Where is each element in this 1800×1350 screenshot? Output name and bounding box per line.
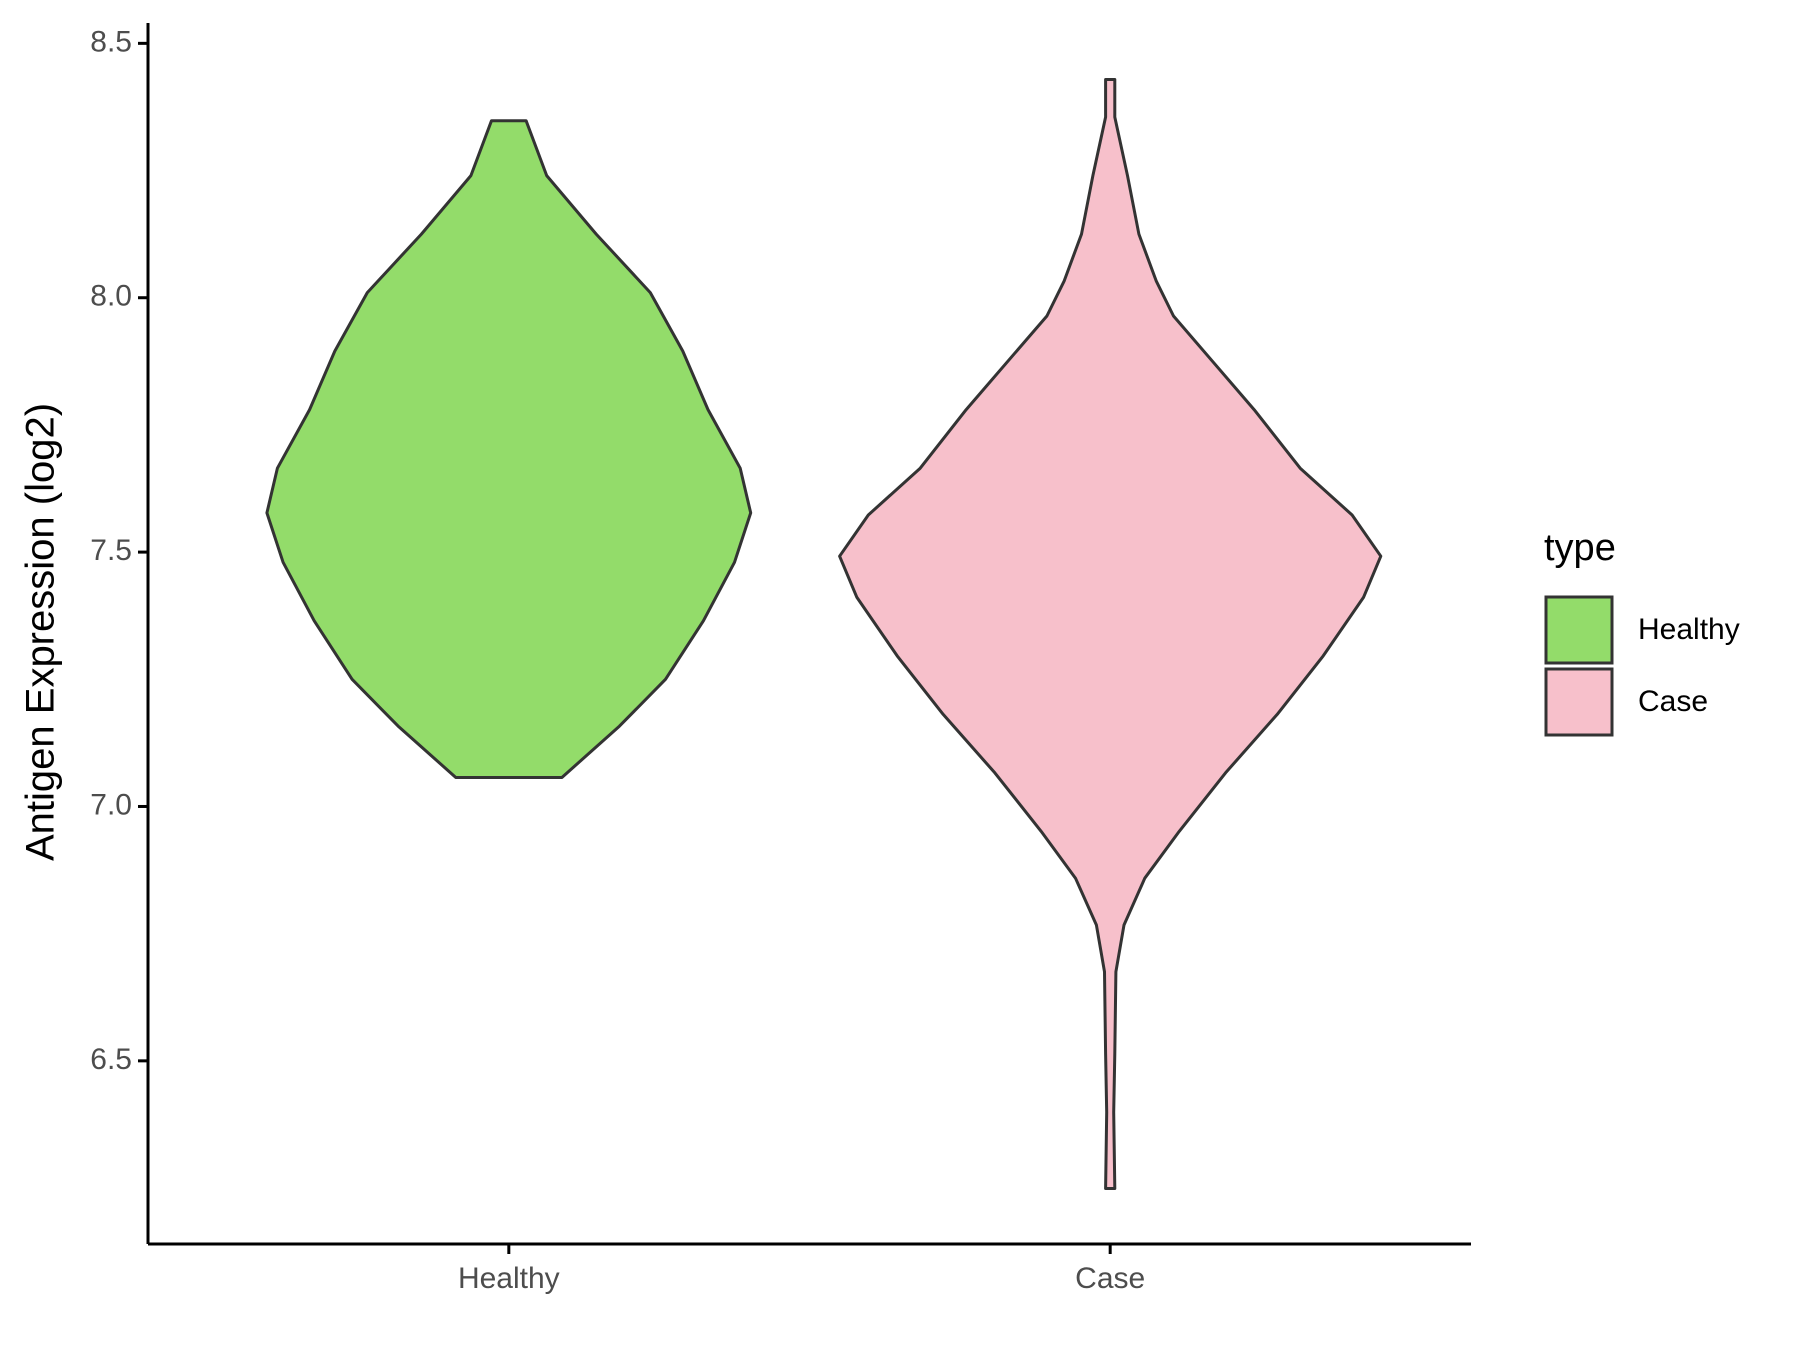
legend-key bbox=[1544, 667, 1614, 737]
y-tick-label: 6.5 bbox=[90, 1043, 132, 1076]
y-tick-label: 8.5 bbox=[90, 25, 132, 58]
x-tick-label: Healthy bbox=[458, 1262, 560, 1295]
violin bbox=[838, 78, 1383, 1190]
legend-label: Healthy bbox=[1638, 613, 1740, 646]
y-axis-title: Antigen Expression (log2) bbox=[19, 403, 63, 861]
legend-title: type bbox=[1544, 527, 1616, 569]
y-tick-label: 7.5 bbox=[90, 534, 132, 567]
x-tick-label: Case bbox=[1075, 1262, 1145, 1295]
violin bbox=[265, 119, 753, 779]
legend-label: Case bbox=[1638, 685, 1708, 718]
y-tick-label: 7.0 bbox=[90, 788, 132, 821]
legend-key bbox=[1544, 595, 1614, 665]
y-tick-label: 8.0 bbox=[90, 280, 132, 313]
